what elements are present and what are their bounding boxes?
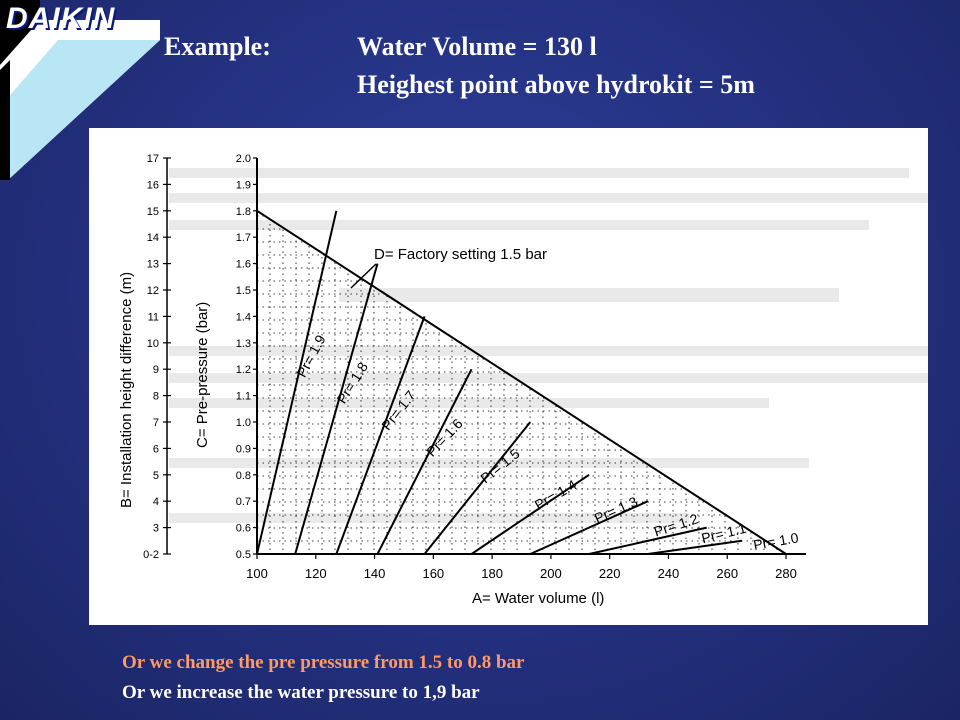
x-tick-label: 160 [422,566,444,581]
right-tick-label: 1.1 [236,391,251,403]
left-tick-label: 14 [147,232,159,244]
annotation-leader-line [350,263,377,289]
x-axis-label: A= Water volume (l) [472,590,604,607]
left-tick-label: 7 [153,417,159,429]
x-tick-label: 220 [599,566,621,581]
pr-curve-0 [256,210,338,555]
x-tick-label: 120 [305,566,327,581]
factory-setting-annotation: D= Factory setting 1.5 bar [374,246,547,263]
x-tick-label: 280 [775,566,797,581]
left-tick-label: 4 [153,496,159,508]
left-tick-label: 11 [148,311,159,323]
logo-stripe-graphic [0,0,160,180]
right-tick-label: 0.9 [236,443,251,455]
note-increase-water-pressure: Or we increase the water pressure to 1,9… [122,682,480,703]
boundary-line [256,209,787,555]
pr-curve-2 [335,316,426,555]
pr-curve-1 [294,263,379,555]
pr-curve-3 [376,368,473,555]
pr-curve-label-2: Pr= 1.7 [378,387,419,433]
right-tick-label: 0.7 [236,496,251,508]
pr-curve-label-9: Pr= 1.0 [752,529,800,553]
left-tick-label: 0-2 [143,549,159,561]
water-volume-text: Water Volume = 130 l [357,32,597,61]
chart-panel: Pr= 1.9 Pr= 1.8 Pr= 1.7 Pr= 1.6 Pr= 1.5 Pr= 1… [89,128,929,625]
right-tick-label: 1.2 [236,364,251,376]
right-tick-label: 1.7 [236,232,251,244]
left-axis-label: B= Installation height difference (m) [118,272,135,508]
right-tick-label: 1.0 [236,417,251,429]
x-tick-label: 140 [364,566,386,581]
left-tick-label: 3 [153,523,159,535]
pr-curve-5 [470,473,590,555]
left-tick-label: 13 [147,259,159,271]
left-tick-label: 10 [147,338,159,350]
left-tick-label: 17 [147,153,159,165]
right-tick-label: 0.6 [236,523,251,535]
right-tick-label: 0.8 [236,470,251,482]
left-tick-label: 12 [147,285,159,297]
left-tick-label: 8 [153,391,159,403]
tick-labels: 17 2.0 16 1.9 15 1.8 14 1.7 13 1.6 12 1.5 11 1.4 10 1.3… [143,153,797,581]
left-tick-label: 9 [153,364,159,376]
right-tick-label: 2.0 [236,153,251,165]
x-tick-label: 200 [540,566,562,581]
x-tick-label: 240 [658,566,680,581]
highest-point-text: Heighest point above hydrokit = 5m [357,70,755,99]
pr-curve-label-8: Pr= 1.1 [700,520,748,547]
left-tick-label: 6 [153,443,159,455]
x-tick-label: 100 [246,566,268,581]
brand-logo-area: DAIKIN [0,0,170,180]
pr-curve-6 [529,500,649,555]
left-tick-label: 15 [147,206,159,218]
pr-curve-8 [647,539,743,555]
note-change-pre-pressure: Or we change the pre pressure from 1.5 t… [122,652,525,673]
right-tick-label: 1.4 [236,311,251,323]
x-tick-label: 260 [716,566,738,581]
daikin-logo: DAIKIN [6,2,116,35]
right-tick-label: 1.5 [236,285,251,297]
pr-curve-7 [588,526,707,555]
pr-curve-4 [423,421,532,555]
right-tick-label: 1.3 [236,338,251,350]
x-tick-label: 180 [481,566,503,581]
right-tick-label: 1.9 [236,179,251,191]
pr-curve-label-5: Pr= 1.4 [532,476,580,513]
right-axis-label: C= Pre-pressure (bar) [194,302,211,448]
right-tick-label: 1.6 [236,259,251,271]
pressure-chart: Pr= 1.9Pr= 1.8Pr= 1.7Pr= 1.6Pr= 1.5Pr= 1… [118,153,929,607]
left-tick-label: 5 [153,470,159,482]
example-label: Example: [164,32,271,61]
right-tick-label: 0.5 [236,549,251,561]
right-tick-label: 1.8 [236,206,251,218]
left-tick-label: 16 [147,179,159,191]
